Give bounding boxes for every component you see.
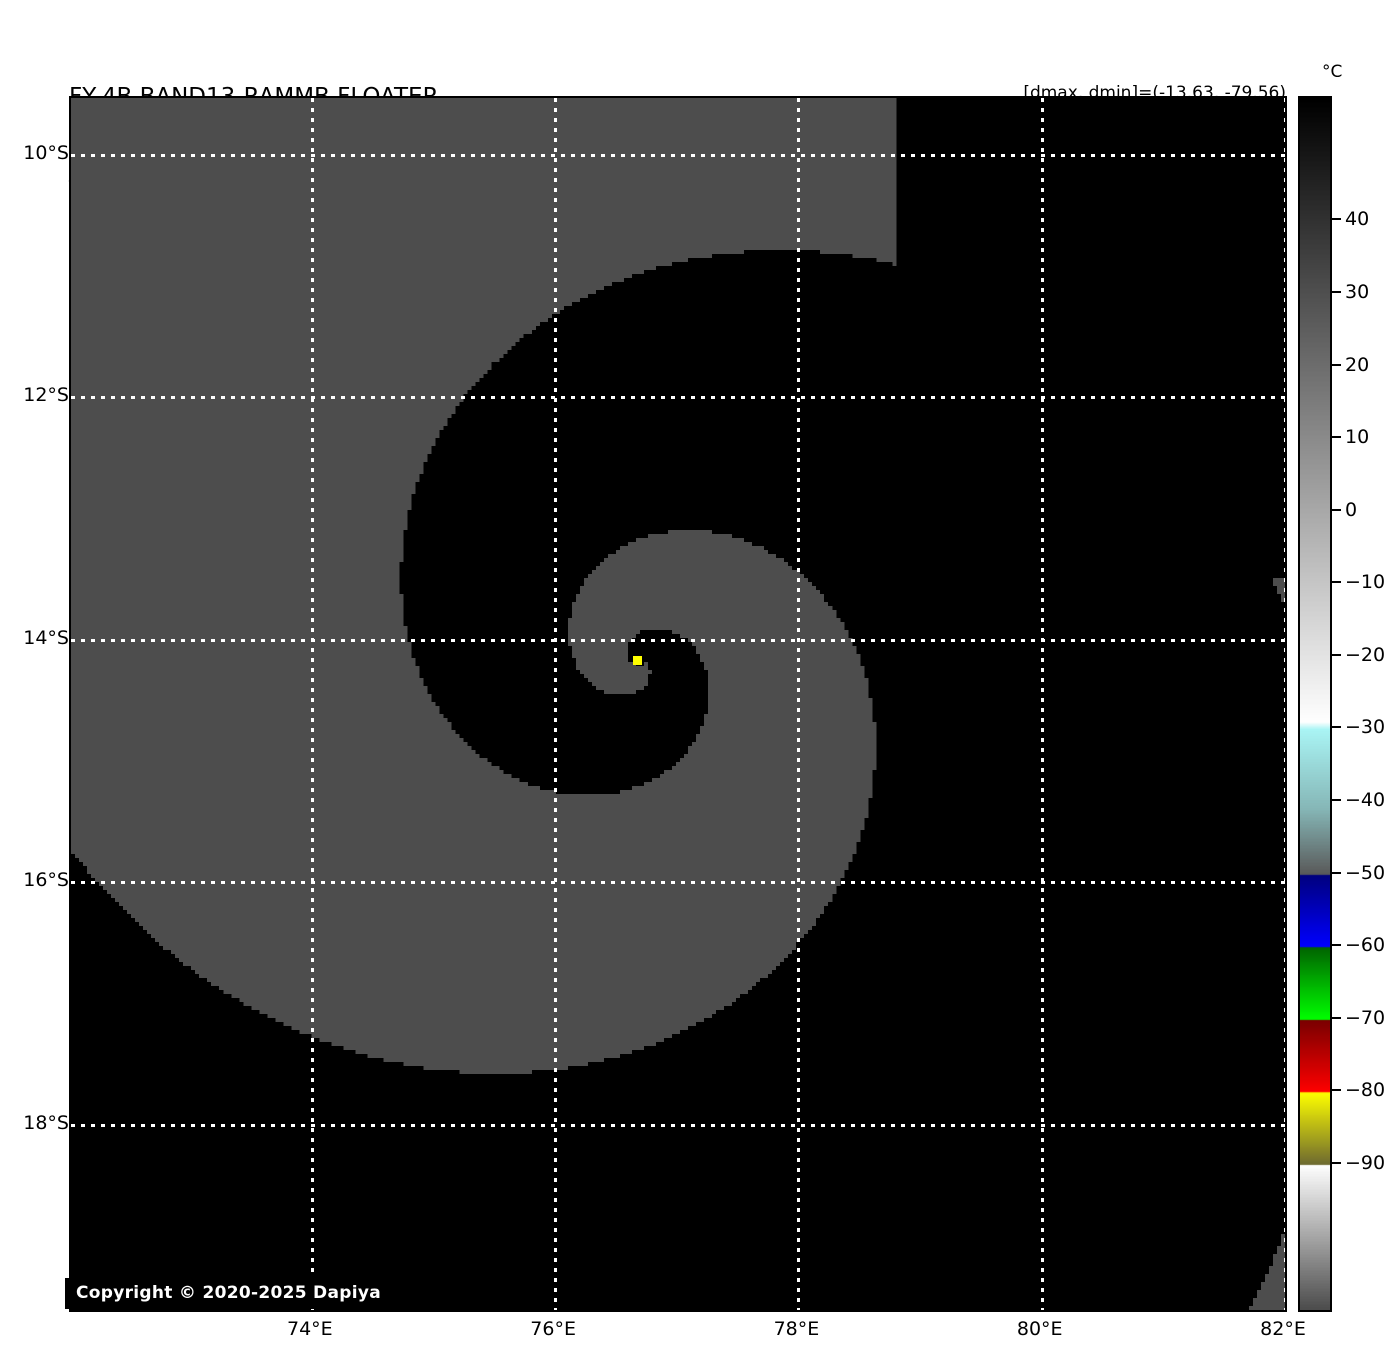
colorbar-tick-label: 40: [1345, 208, 1370, 231]
latitude-tick-label: 12°S: [23, 384, 69, 407]
gridline-longitude: [1040, 98, 1044, 1310]
colorbar-tick-mark: [1332, 436, 1341, 439]
latitude-tick-label: 16°S: [23, 869, 69, 892]
latitude-tick-label: 10°S: [23, 141, 69, 164]
longitude-tick-label: 82°E: [1260, 1318, 1306, 1340]
storm-center-marker: [632, 656, 642, 666]
gridline-latitude: [71, 638, 1285, 642]
colorbar-tick-label: 20: [1345, 353, 1370, 376]
colorbar-tick-label: −50: [1345, 861, 1386, 884]
latitude-tick-label: 14°S: [23, 626, 69, 649]
colorbar-tick-mark: [1332, 363, 1341, 366]
colorbar-tick-mark: [1332, 508, 1341, 511]
colorbar-tick-label: −40: [1345, 788, 1386, 811]
colorbar-tick-label: 0: [1345, 498, 1358, 521]
colorbar-tick-mark: [1332, 871, 1341, 874]
colorbar-tick-label: −70: [1345, 1006, 1386, 1029]
gridline-longitude: [797, 98, 801, 1310]
colorbar-tick-label: −30: [1345, 716, 1386, 739]
colorbar-tick-mark: [1332, 944, 1341, 947]
colorbar-tick-mark: [1332, 1161, 1341, 1164]
gridline-longitude: [310, 98, 314, 1310]
longitude-tick-label: 76°E: [530, 1318, 576, 1340]
colorbar-tick-mark: [1332, 1089, 1341, 1092]
temperature-colorbar[interactable]: [1298, 96, 1332, 1312]
colorbar-tick-label: −20: [1345, 643, 1386, 666]
colorbar-tick-label: −60: [1345, 934, 1386, 957]
satellite-image-plot[interactable]: [69, 96, 1287, 1312]
colorbar-tick-mark: [1332, 653, 1341, 656]
colorbar-unit-label: °C: [1322, 62, 1343, 82]
colorbar-tick-mark: [1332, 218, 1341, 221]
colorbar-tick-mark: [1332, 726, 1341, 729]
colorbar-tick-label: 30: [1345, 280, 1370, 303]
infrared-satellite-raster: [71, 98, 1285, 1310]
gridline-longitude: [1284, 98, 1285, 1310]
longitude-tick-label: 78°E: [773, 1318, 820, 1340]
gridline-latitude: [71, 1123, 1285, 1127]
colorbar-tick-label: −90: [1345, 1151, 1386, 1174]
colorbar-gradient: [1300, 98, 1330, 1310]
gridline-longitude: [554, 98, 558, 1310]
gridline-latitude: [71, 396, 1285, 400]
colorbar-tick-mark: [1332, 581, 1341, 584]
copyright-watermark: Copyright © 2020-2025 Dapiya: [65, 1278, 392, 1309]
colorbar-tick-label: 10: [1345, 426, 1370, 449]
colorbar-tick-mark: [1332, 798, 1341, 801]
colorbar-tick-label: −80: [1345, 1079, 1386, 1102]
gridline-latitude: [71, 881, 1285, 885]
colorbar-tick-label: −10: [1345, 571, 1386, 594]
colorbar-tick-mark: [1332, 1016, 1341, 1019]
longitude-tick-label: 80°E: [1016, 1318, 1063, 1340]
latitude-tick-label: 18°S: [23, 1111, 69, 1134]
colorbar-tick-mark: [1332, 290, 1341, 293]
gridline-latitude: [71, 153, 1285, 157]
longitude-tick-label: 74°E: [287, 1318, 333, 1340]
